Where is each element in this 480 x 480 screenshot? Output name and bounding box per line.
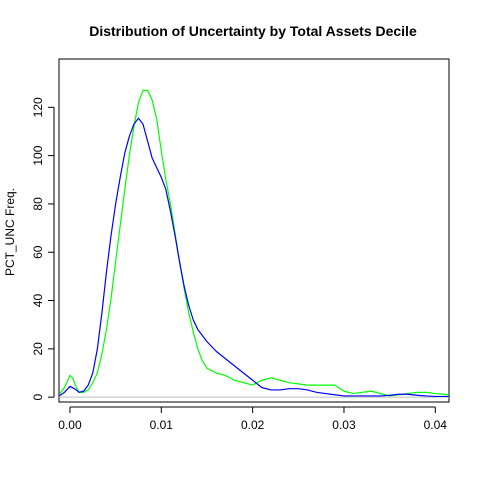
x-tick-label: 0.03 bbox=[332, 418, 356, 432]
chart-marks: 0.00 0.01 0.02 0.03 0.04 0 20 40 60 80 100 120 bbox=[31, 89, 449, 432]
x-tick-label: 0.04 bbox=[424, 418, 448, 432]
y-tick-label: 20 bbox=[31, 342, 45, 356]
chart-title: Distribution of Uncertainty by Total Ass… bbox=[89, 23, 417, 39]
x-tick-label: 0.01 bbox=[150, 418, 174, 432]
y-tick-label: 60 bbox=[31, 245, 45, 259]
green-density-line bbox=[59, 89, 449, 397]
plot-frame bbox=[58, 58, 450, 403]
y-tick-label: 80 bbox=[31, 197, 45, 211]
x-tick-label: 0.00 bbox=[58, 418, 82, 432]
y-tick-label: 0 bbox=[31, 394, 45, 401]
y-tick-label: 40 bbox=[31, 294, 45, 308]
x-tick-label: 0.02 bbox=[241, 418, 265, 432]
y-axis-label: PCT_UNC Freq. bbox=[3, 188, 17, 276]
y-tick-label: 100 bbox=[31, 145, 45, 165]
blue-density-line bbox=[59, 117, 449, 398]
y-tick-label: 120 bbox=[31, 97, 45, 117]
